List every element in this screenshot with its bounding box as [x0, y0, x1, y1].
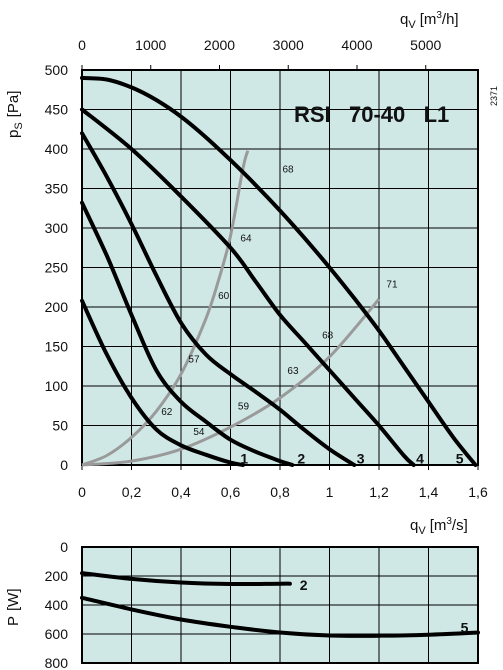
curve-labels: 1 2 3 4 5: [240, 450, 463, 466]
y-tick-label: 500: [45, 62, 69, 78]
y-tick-label: 350: [45, 181, 69, 197]
power-y-tick-label: 800: [45, 655, 69, 670]
x-tick-label: 1,4: [419, 484, 439, 500]
x-tick-label: 0,2: [122, 484, 142, 500]
x-tick-label: 0: [78, 484, 86, 500]
curve-label: 3: [357, 450, 365, 466]
y-tick-label: 0: [60, 457, 68, 473]
top-x-tick-label: 2000: [204, 37, 235, 53]
y-tick-label: 300: [45, 220, 69, 236]
efficiency-labels: 68 64 60 57 62 54 59 63 68 71: [161, 165, 398, 438]
pressure-grid: [81, 65, 479, 470]
x-tick-label: 1,6: [468, 484, 488, 500]
x-tick-label: 0,8: [270, 484, 290, 500]
efficiency-label: 62: [161, 407, 173, 418]
y-tick-label: 250: [45, 260, 69, 276]
efficiency-label: 57: [188, 354, 200, 365]
power-curve-label: 5: [461, 619, 469, 635]
power-series: [80, 571, 480, 638]
y-tick-label: 450: [45, 102, 69, 118]
x-tick-label: 1: [326, 484, 334, 500]
x-tick-label: 0,4: [171, 484, 191, 500]
efficiency-label: 71: [386, 279, 398, 290]
pressure-series: [80, 75, 478, 467]
pressure-tick-labels: 0 0,2 0,4 0,6 0,8 1 1,2 1,4 1,60 1000 2000 3000 4000…: [45, 37, 488, 500]
chart-code: 2371: [489, 86, 499, 106]
top-x-tick-label: 5000: [410, 37, 441, 53]
power-y-tick-label: 0: [60, 539, 68, 555]
bottom-axis-label: qV [m3/s]: [410, 516, 468, 537]
y-tick-label: 50: [52, 418, 68, 434]
efficiency-label: 54: [193, 427, 205, 438]
y-tick-label: 400: [45, 141, 69, 157]
efficiency-label: 68: [282, 165, 294, 176]
pressure-curve-1: [80, 298, 245, 467]
power-y-tick-label: 400: [45, 597, 69, 613]
pressure-curve-2: [80, 200, 295, 467]
pressure-curve-3: [80, 131, 357, 467]
power-y-tick-label: 200: [45, 568, 69, 584]
efficiency-label: 68: [322, 331, 334, 342]
top-x-tick-label: 1000: [135, 37, 166, 53]
power-tick-labels: 0 200 400 600 800: [45, 539, 69, 670]
efficiency-label: 60: [218, 291, 230, 302]
y-tick-label: 150: [45, 339, 69, 355]
y-tick-label: 200: [45, 299, 69, 315]
efficiency-label: 59: [238, 402, 250, 413]
power-curve-labels: 25: [300, 577, 469, 635]
pressure-curve-5: [80, 75, 478, 467]
chart-title: RSI 70-40 L1: [294, 102, 449, 127]
top-axis-label: qV [m3/h]: [400, 10, 459, 31]
efficiency-curve-right: [81, 298, 381, 467]
pressure-axis-label: pS[Pa]: [5, 91, 25, 138]
efficiency-label: 64: [240, 233, 252, 244]
x-tick-label: 1,2: [369, 484, 389, 500]
curve-label: 2: [297, 450, 305, 466]
pressure-curve-4: [80, 107, 416, 467]
power-curve-2: [80, 571, 292, 587]
pressure-chart-panel: 0 0,2 0,4 0,6 0,8 1 1,2 1,4 1,60 1000 2000 3000 4000…: [45, 37, 488, 500]
curve-label: 1: [240, 450, 248, 466]
power-y-tick-label: 600: [45, 626, 69, 642]
efficiency-label: 63: [287, 366, 299, 377]
top-x-tick-label: 4000: [341, 37, 372, 53]
curve-label: 5: [456, 450, 464, 466]
power-curve-label: 2: [300, 577, 308, 593]
curve-label: 4: [416, 450, 424, 466]
power-axis-label: P[W]: [5, 588, 22, 626]
y-tick-label: 100: [45, 378, 69, 394]
power-curve-5: [80, 595, 480, 638]
top-x-tick-label: 3000: [273, 37, 304, 53]
x-tick-label: 0,6: [221, 484, 241, 500]
top-x-tick-label: 0: [78, 37, 86, 53]
